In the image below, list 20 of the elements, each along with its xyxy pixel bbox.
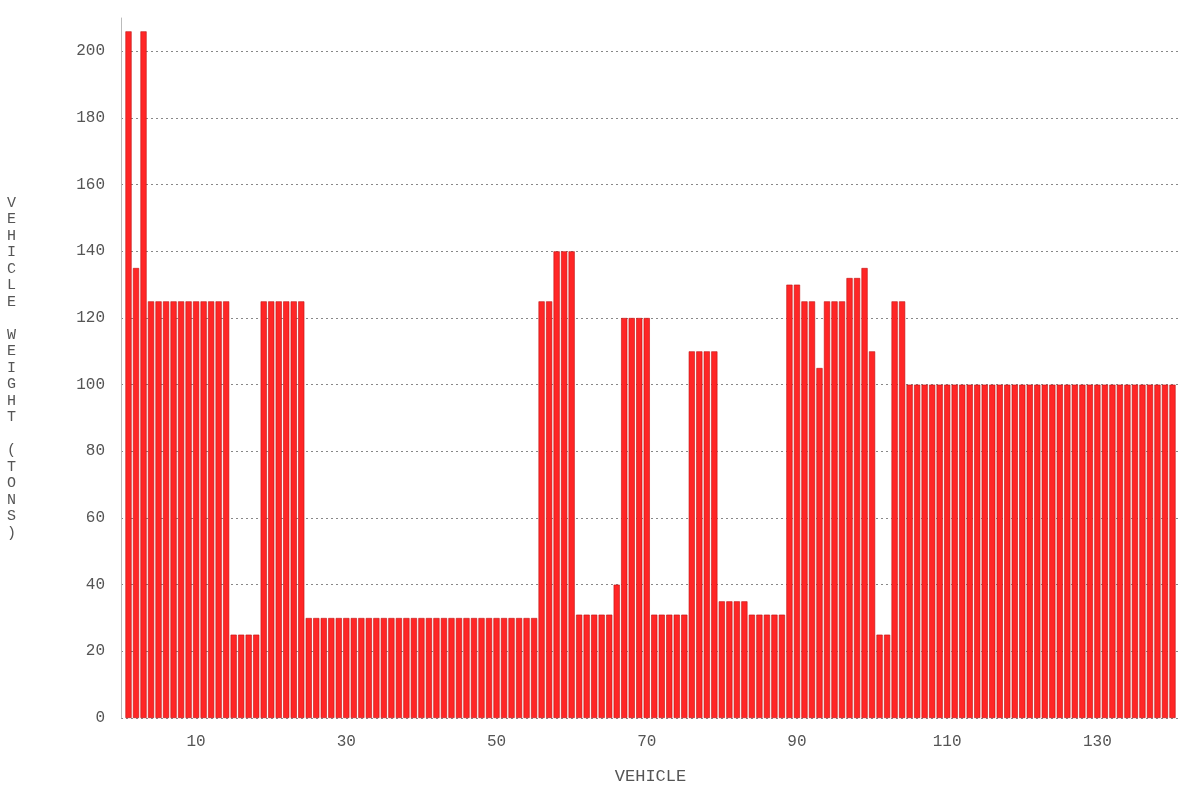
y-tick-label: 200 [76,42,105,61]
y-tick-label: 100 [76,375,105,394]
y-tick-label: 120 [76,309,105,327]
x-tick-label: 50 [486,733,507,751]
x-tick-label: 90 [787,733,807,751]
x-tick-label: 70 [637,733,657,751]
x-tick-label: 30 [336,733,356,751]
y-tick-label: 60 [85,509,105,527]
y-tick-label: 40 [85,575,105,594]
text: VEHICLE WEIGHT (TONS) [6,194,16,542]
y-tick-label: 180 [76,109,105,127]
y-tick-label: 160 [76,175,105,194]
y-tick-label: 20 [85,642,105,661]
y-tick-label: 140 [76,242,105,261]
y-tick-label: 80 [85,442,105,461]
y-tick-label: 0 [95,709,105,727]
x-axis-title: VEHICLE [614,767,687,786]
x-tick-label: 10 [186,733,206,751]
x-tick-label: 110 [932,733,962,751]
x-tick-label: 130 [1082,733,1112,751]
